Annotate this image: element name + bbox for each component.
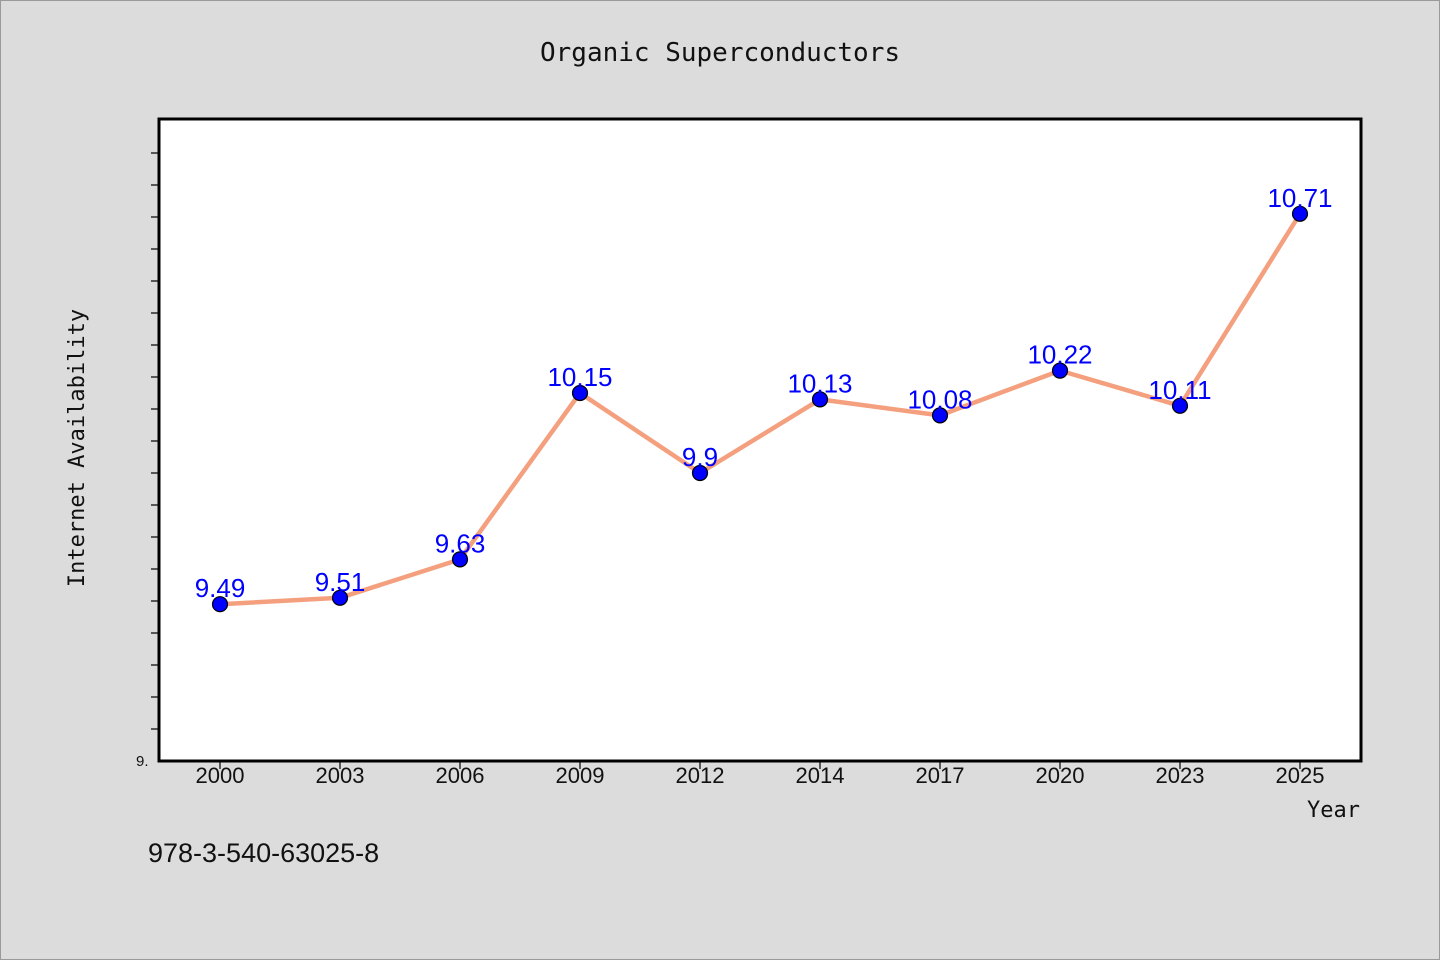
chart-title: Organic Superconductors bbox=[540, 38, 900, 68]
x-tick-label: 2017 bbox=[916, 763, 965, 788]
x-tick-label: 2000 bbox=[196, 763, 245, 788]
data-label: 10.71 bbox=[1267, 183, 1332, 213]
x-axis-label: Year bbox=[1307, 798, 1360, 823]
data-label: 9.63 bbox=[435, 528, 486, 558]
data-label: 9.51 bbox=[315, 567, 366, 597]
series-markers bbox=[211, 205, 1309, 613]
series-line bbox=[219, 212, 1302, 607]
data-label: 9.49 bbox=[195, 573, 246, 603]
data-label: 9.9 bbox=[682, 442, 718, 472]
data-label: 10.11 bbox=[1148, 375, 1211, 405]
data-point bbox=[1171, 397, 1189, 414]
x-axis-ticks bbox=[219, 761, 1301, 769]
y-axis-ticks bbox=[151, 152, 159, 730]
data-point bbox=[571, 384, 589, 402]
data-point bbox=[691, 464, 709, 482]
plot-area bbox=[157, 117, 1363, 763]
data-point bbox=[931, 407, 949, 424]
y-tick-label: 9. bbox=[136, 753, 149, 770]
x-tick-label: 2025 bbox=[1276, 763, 1325, 788]
x-tick-label: 2014 bbox=[796, 763, 845, 788]
data-point bbox=[211, 596, 229, 613]
x-axis-tick-labels: 2000 2003 2006 2009 2012 2014 2017 2020 2023 2025 bbox=[196, 763, 1325, 788]
x-tick-label: 2006 bbox=[436, 763, 485, 788]
data-label: 10.08 bbox=[907, 384, 972, 414]
data-point bbox=[451, 551, 469, 568]
x-tick-label: 2023 bbox=[1156, 763, 1205, 788]
data-point bbox=[1291, 205, 1309, 222]
x-tick-label: 2003 bbox=[316, 763, 365, 788]
data-point bbox=[1051, 362, 1069, 379]
data-point bbox=[811, 391, 829, 408]
data-label: 10.15 bbox=[547, 362, 612, 392]
y-axis-label: Internet Availability bbox=[65, 309, 90, 587]
x-tick-label: 2020 bbox=[1036, 763, 1085, 788]
x-tick-label: 2009 bbox=[556, 763, 605, 788]
isbn-text: 978-3-540-63025-8 bbox=[148, 838, 379, 868]
x-tick-label: 2012 bbox=[676, 763, 725, 788]
data-labels: 9.49 9.51 9.63 10.15 9.9 10.13 10.08 10.22 10.11… bbox=[195, 183, 1333, 603]
data-label: 10.13 bbox=[787, 368, 852, 398]
data-point bbox=[331, 589, 349, 606]
data-label: 10.22 bbox=[1027, 340, 1092, 370]
